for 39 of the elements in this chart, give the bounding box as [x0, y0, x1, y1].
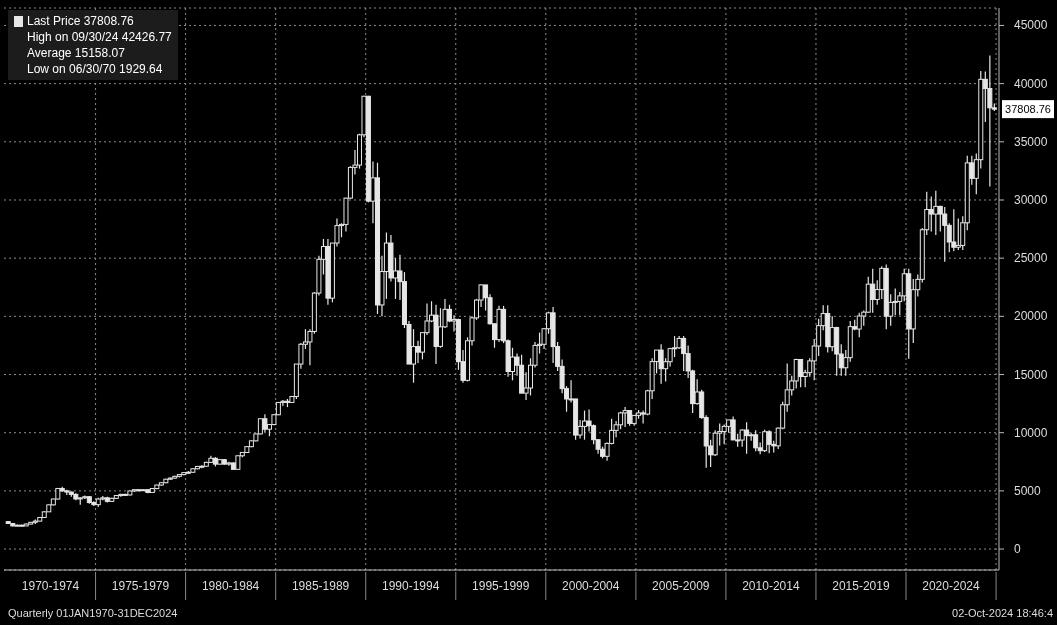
candlestick [870, 268, 876, 314]
annotation: Low on 06/30/70 1929.64 [27, 61, 163, 77]
x-tick-label: 2010-2014 [742, 579, 800, 593]
x-tick-label: 1980-1984 [201, 579, 260, 593]
x-tick-label: 2020-2024 [922, 579, 980, 593]
x-tick-label: 1995-1999 [472, 579, 530, 593]
x-tick-label: 2000-2004 [562, 579, 620, 593]
annotation: Average 15158.07 [27, 45, 125, 61]
text: 02-Oct-2024 18:46:4 [952, 607, 1053, 619]
candlestick [942, 206, 948, 263]
x-tick-label: 1970-1974 [21, 579, 80, 593]
y-tick-label: 45000 [1014, 18, 1048, 33]
x-tick-label: 1975-1979 [111, 579, 170, 593]
y-tick-label: 35000 [1014, 134, 1048, 149]
y-tick-label: 40000 [1014, 76, 1048, 91]
candlestick [892, 287, 898, 316]
candlestick [721, 423, 727, 445]
y-tick-label: 30000 [1014, 192, 1048, 207]
y-tick-label: 20000 [1014, 309, 1048, 324]
x-tick-label: 2015-2019 [832, 579, 890, 593]
annotation: Last Price 37808.76 [27, 13, 134, 29]
y-tick-label: 15000 [1014, 367, 1048, 382]
y-tick-label: 5000 [1014, 483, 1042, 498]
x-tick-label: 1990-1994 [382, 579, 440, 593]
candlestick [744, 421, 750, 455]
x-tick-label: 1985-1989 [291, 579, 350, 593]
annotation: 37808.76 [1005, 103, 1051, 116]
y-tick-label: 25000 [1014, 251, 1048, 266]
candlestick [658, 343, 664, 385]
candlestick [955, 218, 961, 251]
candlestick [762, 429, 768, 453]
candlestick [766, 429, 772, 454]
annotation: High on 09/30/24 42426.77 [27, 29, 172, 45]
text: Quarterly 01JAN1970-31DEC2024 [8, 607, 178, 619]
candlestick [951, 208, 957, 252]
y-tick-label: 0 [1014, 542, 1021, 557]
candlestick [933, 190, 939, 236]
x-tick-label: 2005-2009 [652, 579, 710, 593]
y-tick-label: 10000 [1014, 425, 1048, 440]
